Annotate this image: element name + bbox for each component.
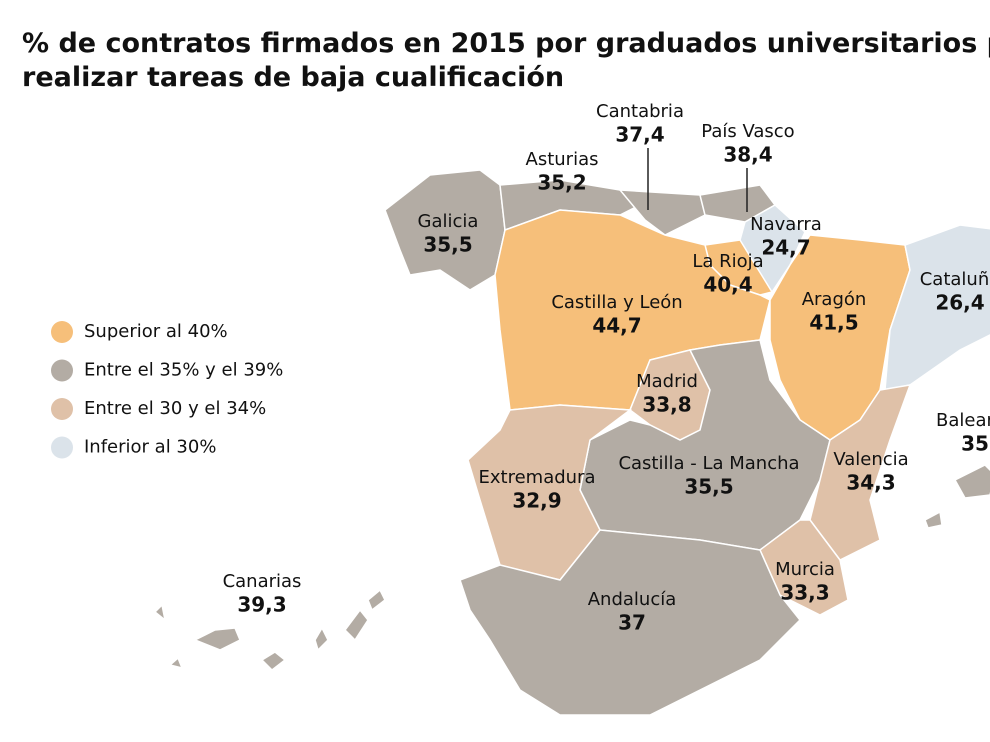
region [953, 464, 990, 499]
region-value: 41,5 [809, 311, 858, 335]
region-value: 33,3 [780, 581, 829, 605]
region-value: 35,5 [684, 475, 733, 499]
legend-swatch [51, 359, 73, 382]
region-value: 24,7 [761, 236, 810, 260]
region-value: 35,5 [423, 233, 472, 257]
region-name: Navarra [750, 214, 822, 235]
region-name: Murcia [775, 559, 835, 580]
legend-swatch [51, 321, 73, 343]
region-name: Baleares [936, 410, 990, 431]
region-name: Cantabria [596, 101, 684, 122]
region-value: 40,4 [703, 273, 752, 297]
region-name: Castilla - La Mancha [618, 453, 799, 474]
region-name: País Vasco [701, 121, 794, 142]
region-name: Cataluña [920, 269, 990, 290]
region [809, 384, 912, 561]
region [884, 224, 990, 391]
region-name: Extremadura [479, 467, 596, 488]
region-value: 37,4 [615, 123, 664, 147]
region [924, 510, 943, 529]
regions [153, 169, 990, 716]
title-line: realizar tareas de baja cualificación [22, 62, 564, 93]
region-name: Canarias [223, 571, 302, 592]
legend-label: Entre el 30 y el 34% [84, 398, 266, 419]
region-value: 32,9 [512, 489, 561, 513]
region-name: Valencia [833, 449, 908, 470]
region [314, 626, 329, 652]
title-line: % de contratos firmados en 2015 por grad… [22, 28, 990, 59]
region-value: 39,3 [237, 593, 286, 617]
region-name: Galicia [418, 211, 479, 232]
region-value: 35 [961, 432, 989, 456]
region [153, 603, 167, 622]
region [618, 189, 706, 236]
region-value: 38,4 [723, 143, 772, 167]
region-value: 35,2 [537, 171, 586, 195]
region [459, 529, 802, 716]
region-value: 26,4 [935, 291, 984, 315]
region-name: Madrid [636, 371, 698, 392]
region-value: 34,3 [846, 471, 895, 495]
legend-label: Superior al 40% [84, 321, 228, 342]
region-name: Andalucía [588, 589, 677, 610]
region [367, 588, 386, 612]
region-name: Asturias [526, 149, 599, 170]
region-value: 37 [618, 611, 646, 635]
legend-swatch [51, 436, 73, 459]
region-name: Castilla y León [551, 292, 682, 313]
region-value: 44,7 [592, 314, 641, 338]
region-name: Aragón [802, 289, 867, 310]
region [168, 656, 184, 670]
region [344, 608, 369, 642]
region [193, 627, 241, 651]
legend: Superior al 40% Entre el 35% y el 39% Entr… [51, 321, 283, 459]
region [759, 519, 849, 616]
region-name: La Rioja [692, 251, 763, 272]
legend-label: Inferior al 30% [84, 437, 216, 458]
legend-swatch [51, 398, 73, 420]
region [260, 651, 287, 671]
legend-label: Entre el 35% y el 39% [84, 360, 283, 381]
region-value: 33,8 [642, 393, 691, 417]
